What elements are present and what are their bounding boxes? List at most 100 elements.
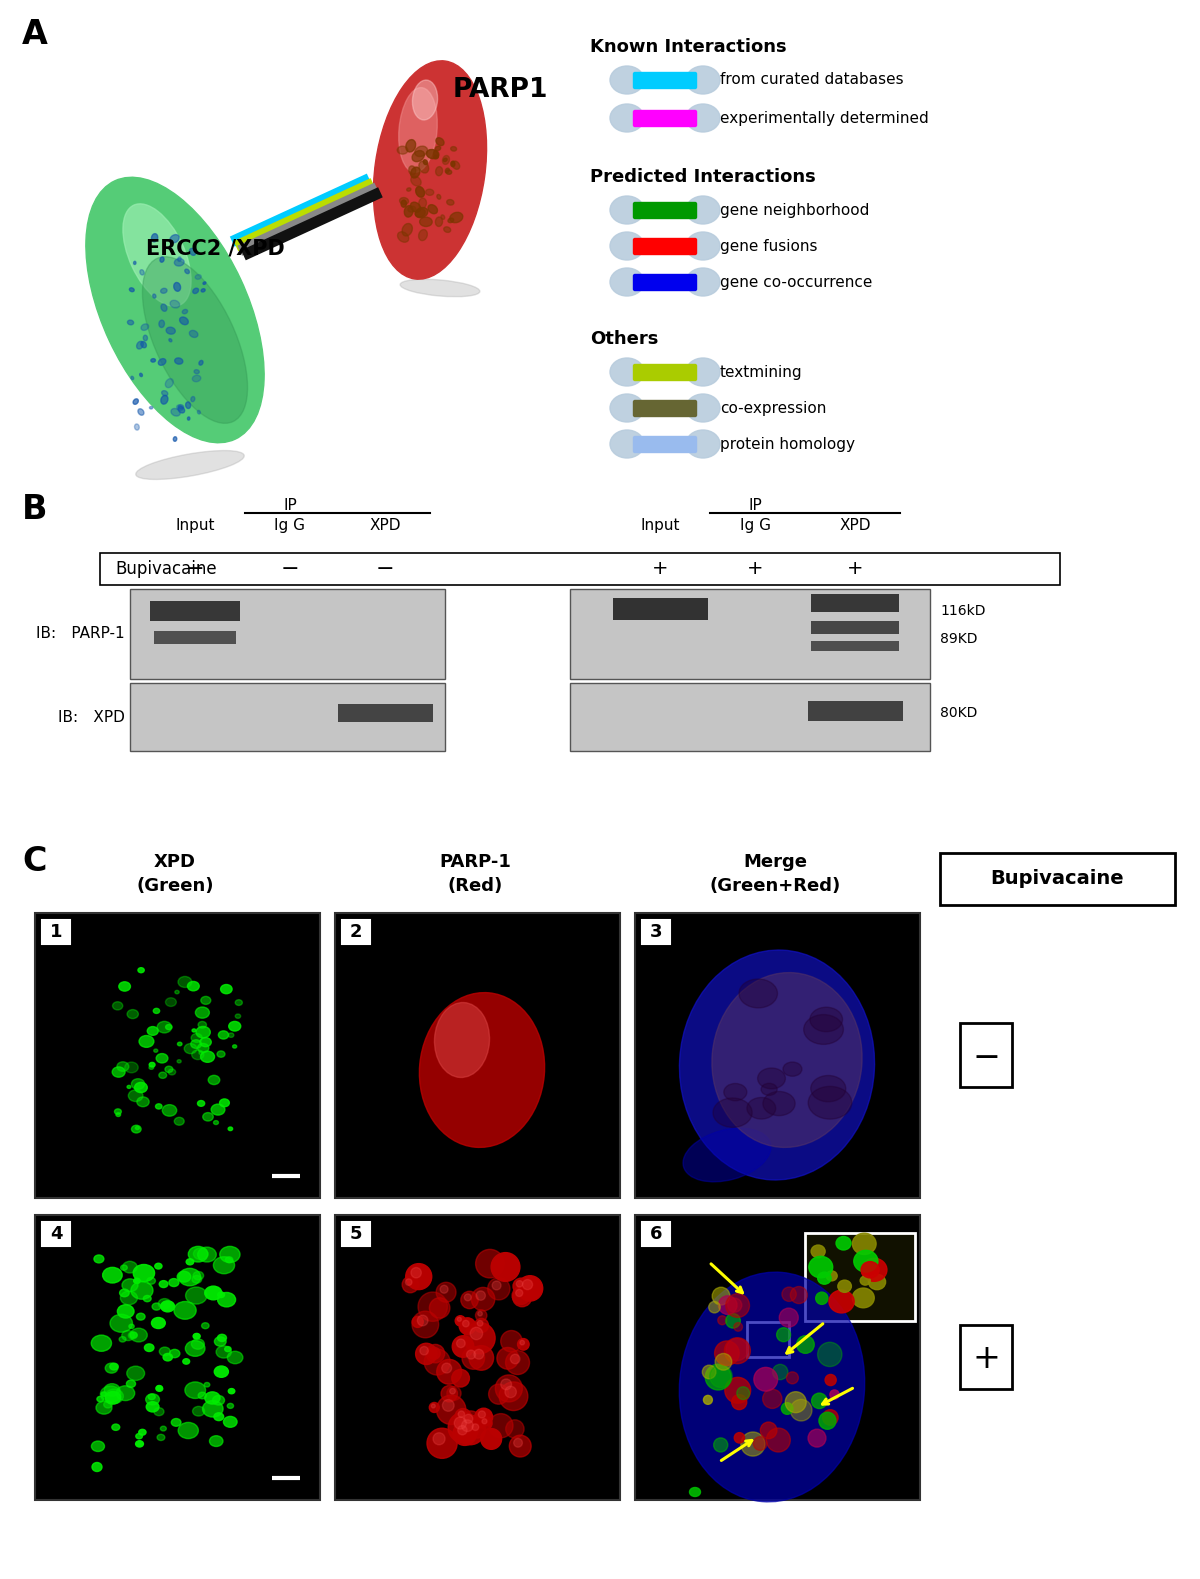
Ellipse shape bbox=[132, 1126, 142, 1134]
Ellipse shape bbox=[214, 1257, 235, 1274]
Ellipse shape bbox=[406, 1279, 412, 1285]
Ellipse shape bbox=[610, 232, 644, 261]
Ellipse shape bbox=[776, 1328, 791, 1342]
Ellipse shape bbox=[128, 1090, 143, 1102]
Ellipse shape bbox=[187, 417, 190, 420]
Ellipse shape bbox=[116, 1386, 134, 1401]
Ellipse shape bbox=[853, 1251, 878, 1273]
Ellipse shape bbox=[514, 1438, 522, 1448]
Ellipse shape bbox=[402, 1276, 419, 1293]
Ellipse shape bbox=[497, 1347, 518, 1369]
Ellipse shape bbox=[200, 996, 211, 1004]
Ellipse shape bbox=[419, 229, 427, 240]
Ellipse shape bbox=[810, 1007, 842, 1031]
Text: protein homology: protein homology bbox=[720, 436, 854, 452]
Ellipse shape bbox=[406, 139, 415, 152]
Ellipse shape bbox=[194, 369, 199, 374]
Ellipse shape bbox=[211, 1104, 224, 1115]
Ellipse shape bbox=[224, 1347, 232, 1352]
Ellipse shape bbox=[116, 1061, 128, 1071]
Ellipse shape bbox=[155, 1263, 162, 1270]
Ellipse shape bbox=[151, 234, 157, 242]
Ellipse shape bbox=[235, 1000, 242, 1006]
Ellipse shape bbox=[442, 1385, 457, 1402]
Text: Known Interactions: Known Interactions bbox=[590, 38, 787, 55]
Ellipse shape bbox=[112, 1424, 120, 1431]
Ellipse shape bbox=[114, 1108, 121, 1115]
Ellipse shape bbox=[746, 1097, 775, 1120]
FancyBboxPatch shape bbox=[811, 594, 899, 613]
Ellipse shape bbox=[136, 450, 244, 480]
Ellipse shape bbox=[754, 1367, 778, 1391]
Ellipse shape bbox=[446, 199, 454, 205]
Ellipse shape bbox=[122, 1262, 137, 1273]
Ellipse shape bbox=[97, 1396, 103, 1402]
Ellipse shape bbox=[158, 1072, 167, 1078]
Ellipse shape bbox=[200, 1037, 211, 1047]
Text: 116kD: 116kD bbox=[940, 605, 985, 617]
Ellipse shape bbox=[161, 305, 167, 311]
Ellipse shape bbox=[440, 215, 445, 219]
Ellipse shape bbox=[174, 259, 184, 265]
Ellipse shape bbox=[452, 1336, 474, 1358]
Ellipse shape bbox=[488, 1413, 514, 1438]
Ellipse shape bbox=[131, 376, 133, 379]
Ellipse shape bbox=[143, 1295, 151, 1301]
Ellipse shape bbox=[426, 189, 433, 196]
Ellipse shape bbox=[505, 1386, 516, 1397]
Ellipse shape bbox=[418, 1315, 428, 1326]
Ellipse shape bbox=[734, 1323, 743, 1331]
Ellipse shape bbox=[418, 1292, 448, 1322]
Ellipse shape bbox=[152, 1303, 161, 1311]
Ellipse shape bbox=[128, 1325, 134, 1328]
Text: Merge: Merge bbox=[743, 853, 808, 872]
Ellipse shape bbox=[610, 268, 644, 295]
Ellipse shape bbox=[424, 1348, 450, 1375]
Ellipse shape bbox=[522, 1279, 533, 1290]
Ellipse shape bbox=[773, 1364, 788, 1380]
Ellipse shape bbox=[136, 1434, 143, 1438]
Ellipse shape bbox=[157, 1434, 164, 1440]
Ellipse shape bbox=[509, 1435, 532, 1457]
Ellipse shape bbox=[217, 1292, 224, 1298]
Text: 1: 1 bbox=[49, 924, 62, 941]
Ellipse shape bbox=[443, 1399, 454, 1412]
Ellipse shape bbox=[191, 1039, 202, 1048]
Ellipse shape bbox=[838, 1281, 852, 1292]
Ellipse shape bbox=[174, 283, 180, 291]
Ellipse shape bbox=[428, 1347, 440, 1360]
Ellipse shape bbox=[164, 1066, 173, 1072]
Ellipse shape bbox=[156, 1104, 162, 1108]
Ellipse shape bbox=[193, 1247, 208, 1260]
Ellipse shape bbox=[185, 268, 190, 273]
Ellipse shape bbox=[410, 1268, 421, 1277]
FancyBboxPatch shape bbox=[154, 630, 236, 644]
Ellipse shape bbox=[811, 1075, 846, 1102]
Ellipse shape bbox=[512, 1288, 532, 1307]
Ellipse shape bbox=[407, 188, 410, 191]
Ellipse shape bbox=[415, 1344, 437, 1364]
Text: Input: Input bbox=[641, 518, 679, 534]
Ellipse shape bbox=[161, 1426, 167, 1431]
Ellipse shape bbox=[737, 1386, 750, 1399]
Ellipse shape bbox=[512, 1287, 530, 1304]
Ellipse shape bbox=[106, 1391, 121, 1404]
Ellipse shape bbox=[436, 1282, 456, 1303]
Text: −: − bbox=[376, 559, 395, 579]
Ellipse shape bbox=[216, 1345, 232, 1358]
Ellipse shape bbox=[420, 1347, 428, 1355]
Ellipse shape bbox=[457, 1426, 467, 1435]
Ellipse shape bbox=[191, 1034, 203, 1042]
Ellipse shape bbox=[163, 1353, 173, 1361]
Ellipse shape bbox=[193, 1333, 200, 1339]
Ellipse shape bbox=[136, 1440, 144, 1446]
Ellipse shape bbox=[415, 147, 427, 156]
Text: gene fusions: gene fusions bbox=[720, 238, 817, 254]
Ellipse shape bbox=[140, 341, 146, 347]
Ellipse shape bbox=[412, 1317, 424, 1328]
Ellipse shape bbox=[182, 309, 187, 314]
Ellipse shape bbox=[706, 1364, 731, 1390]
Ellipse shape bbox=[130, 1333, 137, 1337]
Ellipse shape bbox=[145, 1394, 160, 1405]
Ellipse shape bbox=[188, 1246, 208, 1262]
